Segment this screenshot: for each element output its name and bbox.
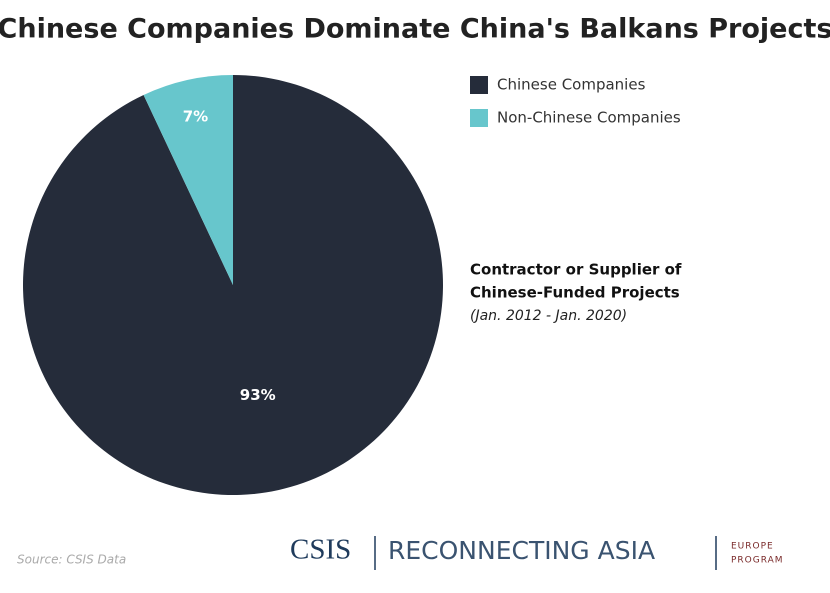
pie-slice xyxy=(143,75,233,285)
legend-swatch xyxy=(470,76,488,94)
annotation: Chinese-Funded Projects xyxy=(470,284,680,302)
value-label: 7% xyxy=(183,107,208,125)
legend-label: Non-Chinese Companies xyxy=(497,109,681,127)
value-label: 93% xyxy=(240,386,276,404)
logo-org: CSIS xyxy=(290,534,351,566)
subtitle: (Jan. 2012 - Jan. 2020) xyxy=(470,308,627,324)
chart-title: Chinese Companies Dominate China's Balka… xyxy=(0,14,830,45)
logo-program: EUROPE xyxy=(731,542,774,552)
legend-label: Chinese Companies xyxy=(497,76,646,94)
logo-program: PROGRAM xyxy=(731,556,784,566)
annotation: Contractor or Supplier of xyxy=(470,261,682,279)
legend-swatch xyxy=(470,109,488,127)
logo-project: RECONNECTING ASIA xyxy=(388,536,655,565)
pie-slice xyxy=(22,75,444,496)
source: Source: CSIS Data xyxy=(17,553,126,567)
